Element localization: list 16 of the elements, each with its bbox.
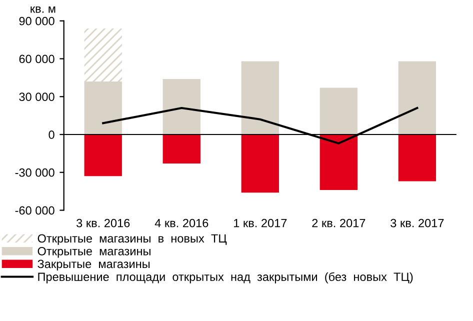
y-axis-title: кв. м bbox=[30, 6, 56, 13]
x-tick-label: 4 кв. 2016 bbox=[154, 218, 208, 228]
legend-label: Превышение площади открытых над закрытыми (без новых ТЦ) bbox=[38, 272, 413, 284]
y-tick-label: 90 000 bbox=[19, 16, 54, 26]
legend-label: Открытые магазины в новых ТЦ bbox=[38, 234, 227, 245]
legend-label: Открытые магазины bbox=[38, 247, 150, 258]
x-tick-label: 3 кв. 2016 bbox=[76, 218, 130, 228]
y-tick-label: -30 000 bbox=[15, 168, 54, 177]
y-tick-label: 60 000 bbox=[19, 54, 54, 64]
x-tick-label: 1 кв. 2017 bbox=[234, 218, 287, 228]
legend-label: Закрытые магазины bbox=[38, 260, 150, 270]
x-tick-label: 2 кв. 2017 bbox=[312, 218, 366, 228]
x-tick-label: 3 кв. 2017 bbox=[390, 218, 444, 228]
y-tick-label: 0 bbox=[48, 130, 54, 139]
y-tick-label: -60 000 bbox=[15, 206, 54, 215]
y-tick-label: 30 000 bbox=[19, 92, 54, 102]
